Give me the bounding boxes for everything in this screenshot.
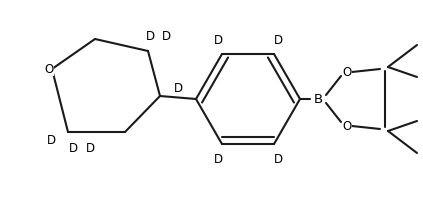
Text: B: B [313,93,323,106]
Text: D: D [146,29,154,42]
Text: D: D [173,82,183,95]
Text: O: O [342,66,352,79]
Text: D: D [273,34,283,47]
Text: D: D [85,142,95,155]
Text: D: D [273,152,283,165]
Text: D: D [69,142,77,155]
Text: D: D [162,29,170,42]
Text: O: O [342,120,352,133]
Text: O: O [44,63,54,76]
Text: D: D [214,34,222,47]
Text: D: D [214,152,222,165]
Text: D: D [47,134,55,147]
